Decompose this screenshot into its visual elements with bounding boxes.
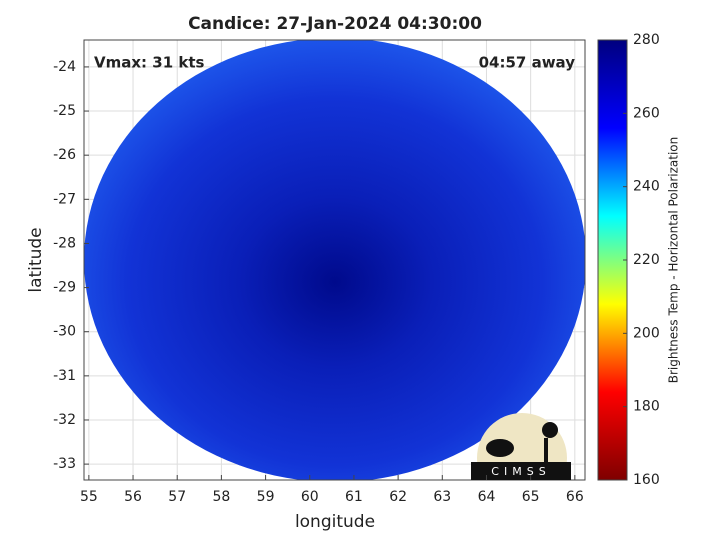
colorbar-tick-label: 160 [633, 472, 660, 488]
y-axis-label: latitude [26, 227, 46, 292]
chart-title: Candice: 27-Jan-2024 04:30:00 [188, 14, 482, 34]
y-tick-label: -24 [53, 59, 76, 75]
x-axis-label: longitude [295, 512, 375, 532]
annotation: 04:57 away [479, 54, 576, 72]
annotation: Vmax: 31 kts [94, 54, 204, 72]
x-tick-label: 65 [522, 489, 540, 505]
x-tick-label: 57 [168, 489, 186, 505]
colorbar-tick-label: 260 [633, 105, 660, 121]
x-tick-label: 62 [389, 489, 407, 505]
y-tick-label: -27 [53, 191, 76, 207]
colorbar-tick-label: 180 [633, 399, 660, 415]
x-tick-label: 55 [80, 489, 98, 505]
y-tick-label: -25 [53, 103, 76, 119]
y-tick-label: -33 [53, 456, 76, 472]
x-tick-label: 58 [212, 489, 230, 505]
x-tick-label: 56 [124, 489, 142, 505]
colorbar-tick-label: 240 [633, 179, 660, 195]
satellite-image [84, 40, 585, 480]
colorbar-tick-label: 280 [633, 32, 660, 48]
colorbar [597, 39, 628, 481]
y-tick-label: -32 [53, 412, 76, 428]
x-tick-label: 66 [566, 489, 584, 505]
x-tick-label: 59 [257, 489, 275, 505]
y-tick-label: -28 [53, 235, 76, 251]
colorbar-tick-label: 200 [633, 325, 660, 341]
x-tick-label: 61 [345, 489, 363, 505]
x-tick-label: 60 [301, 489, 319, 505]
logo: CIMSS [471, 413, 571, 480]
y-tick-label: -31 [53, 368, 76, 384]
plot-frame [83, 39, 586, 481]
colorbar-label: Brightness Temp - Horizontal Polarizatio… [667, 137, 681, 384]
colorbar-tick-label: 220 [633, 252, 660, 268]
x-tick-label: 64 [478, 489, 496, 505]
logo-text: CIMSS [491, 465, 550, 478]
x-tick-label: 63 [433, 489, 451, 505]
y-tick-label: -29 [53, 280, 76, 296]
y-tick-label: -30 [53, 324, 76, 340]
y-tick-label: -26 [53, 147, 76, 163]
